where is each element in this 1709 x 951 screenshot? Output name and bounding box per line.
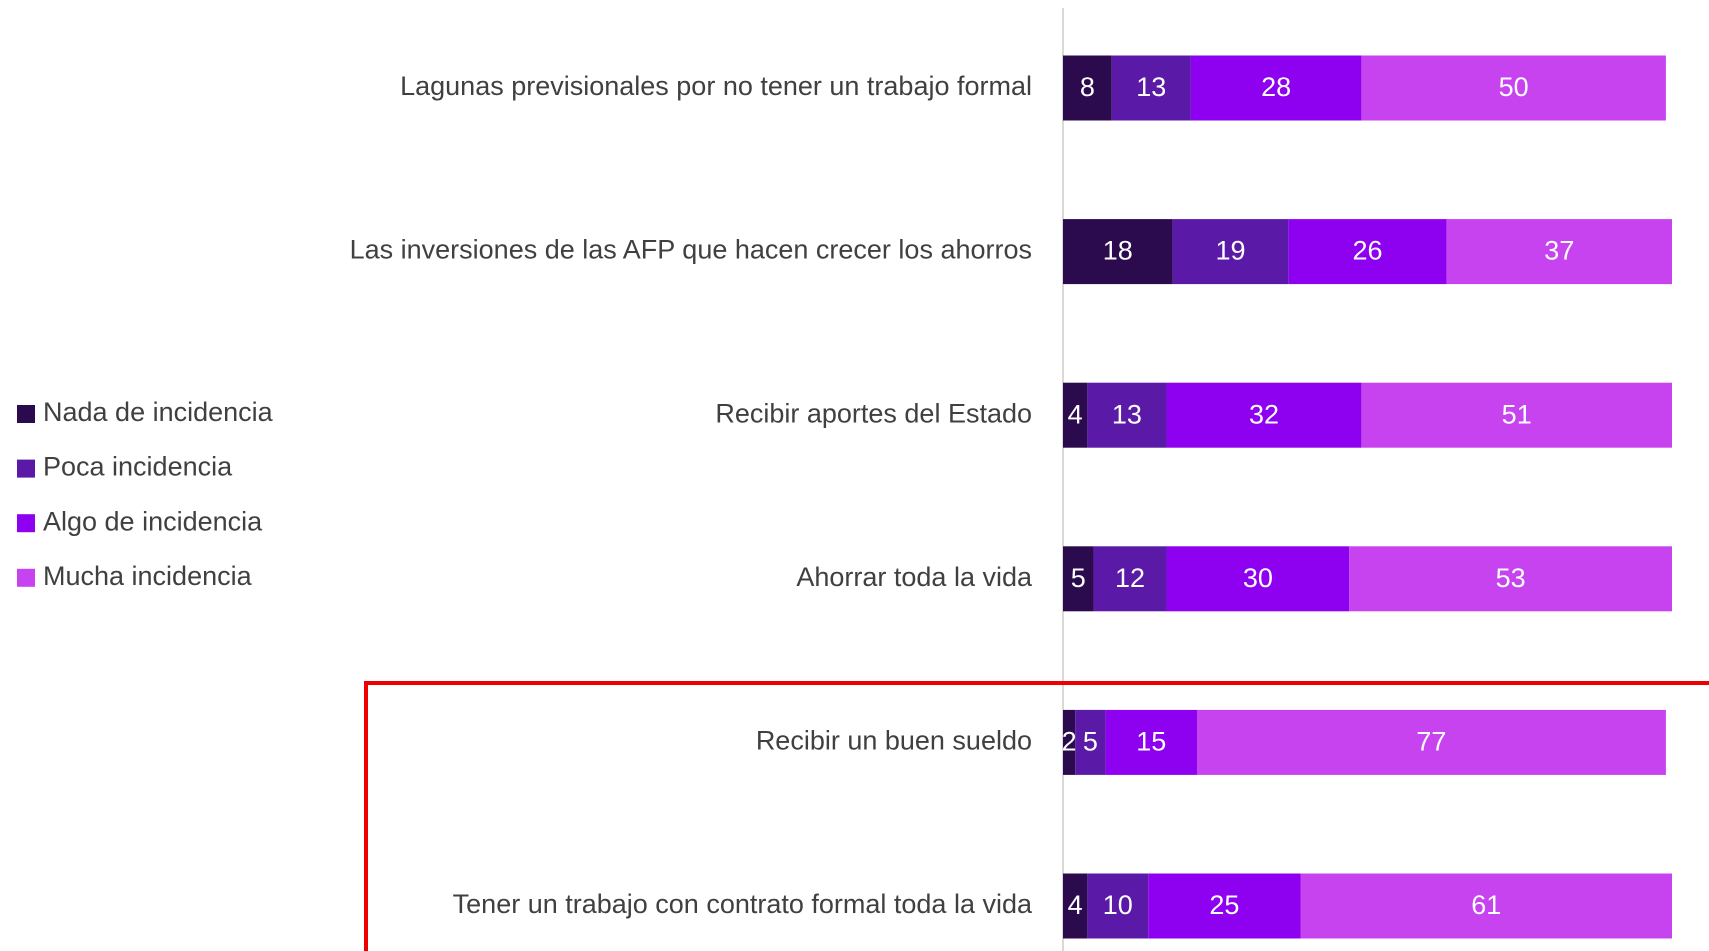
bar-segment — [1166, 382, 1362, 448]
data-label: 25 — [1209, 890, 1239, 920]
data-label: 19 — [1215, 236, 1245, 266]
legend-label: Poca incidencia — [43, 452, 233, 482]
bar-segment — [1361, 382, 1672, 448]
bar-segment — [1063, 382, 1088, 448]
data-label: 28 — [1261, 72, 1291, 102]
data-label: 2 — [1062, 727, 1077, 757]
data-label: 13 — [1112, 399, 1142, 429]
category-label: Tener un trabajo con contrato formal tod… — [453, 889, 1033, 919]
data-label: 15 — [1136, 727, 1166, 757]
bar-segment — [1063, 873, 1088, 939]
bar-segment — [1063, 709, 1076, 775]
highlight-box — [364, 681, 1709, 951]
legend-label: Nada de incidencia — [43, 397, 274, 427]
bar-segment — [1148, 873, 1301, 939]
bar-segment — [1111, 55, 1191, 121]
data-label: 37 — [1544, 236, 1574, 266]
bar-segment — [1063, 219, 1173, 285]
data-label: 5 — [1071, 563, 1086, 593]
legend-swatch — [17, 405, 35, 423]
bar-segment — [1196, 709, 1666, 775]
legend-swatch — [17, 514, 35, 533]
bar-segment — [1075, 709, 1106, 775]
data-label: 53 — [1496, 563, 1526, 593]
category-label: Recibir aportes del Estado — [715, 398, 1032, 428]
legend-label: Algo de incidencia — [43, 506, 263, 536]
bar-segment — [1105, 709, 1197, 775]
data-label: 61 — [1471, 890, 1501, 920]
bar-segment — [1063, 55, 1112, 121]
data-label: 10 — [1103, 890, 1133, 920]
data-label: 51 — [1502, 399, 1532, 429]
category-label: Recibir un buen sueldo — [756, 726, 1032, 756]
bar-segment — [1172, 219, 1289, 285]
data-label: 18 — [1103, 236, 1133, 266]
data-label: 26 — [1352, 236, 1382, 266]
data-label: 4 — [1068, 399, 1083, 429]
data-label: 30 — [1243, 563, 1273, 593]
bar-segment — [1361, 55, 1666, 121]
data-label: 8 — [1080, 72, 1095, 102]
category-label: Ahorrar toda la vida — [796, 562, 1033, 592]
data-label: 32 — [1249, 399, 1279, 429]
bar-segment — [1349, 546, 1672, 612]
legend-label: Mucha incidencia — [43, 561, 253, 591]
bar-segment — [1087, 873, 1149, 939]
bar-segment — [1446, 219, 1672, 285]
category-label: Lagunas previsionales por no tener un tr… — [400, 71, 1032, 101]
bar-segment — [1300, 873, 1672, 939]
bar-segment — [1063, 546, 1094, 612]
data-label: 12 — [1115, 563, 1145, 593]
bar-segment — [1166, 546, 1350, 612]
legend-swatch — [17, 568, 35, 587]
data-label: 5 — [1083, 727, 1098, 757]
data-label: 4 — [1068, 890, 1083, 920]
data-label: 50 — [1499, 72, 1529, 102]
data-label: 13 — [1136, 72, 1166, 102]
category-label: Las inversiones de las AFP que hacen cre… — [350, 235, 1032, 265]
bar-segment — [1087, 382, 1167, 448]
bar-segment — [1190, 55, 1362, 121]
bar-segment — [1093, 546, 1167, 612]
data-label: 77 — [1416, 727, 1446, 757]
bar-segment — [1288, 219, 1447, 285]
legend-swatch — [17, 459, 35, 478]
